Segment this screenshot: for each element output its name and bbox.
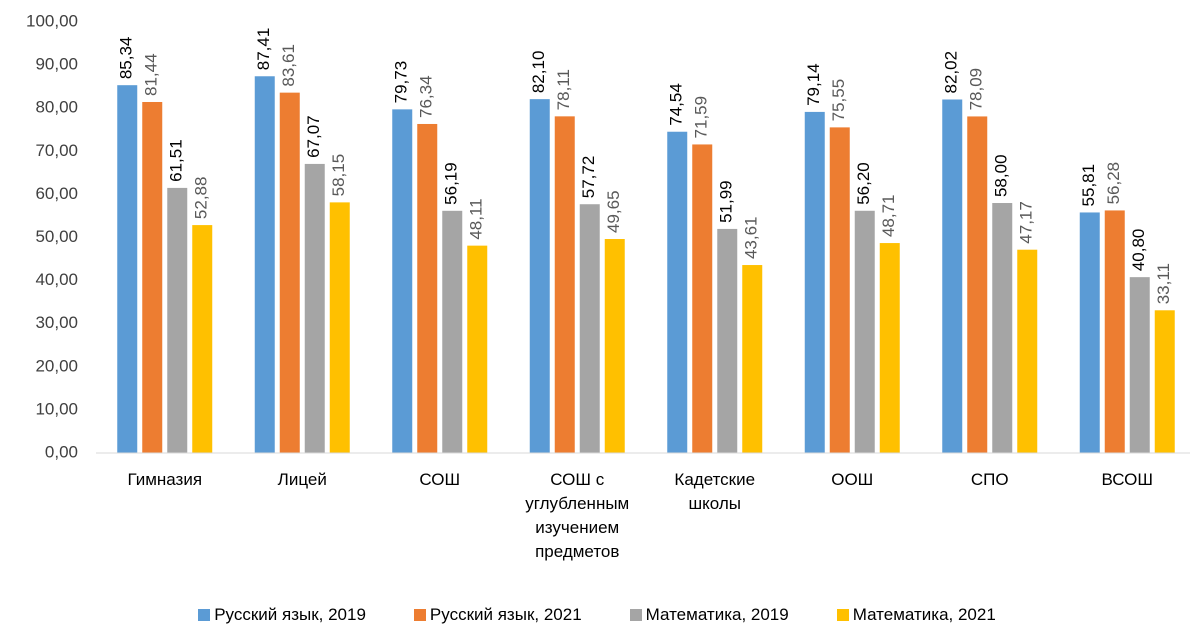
data-label: 78,09 [967, 68, 986, 111]
bar [992, 203, 1013, 453]
bar [692, 144, 713, 454]
y-tick-label: 0,00 [45, 442, 78, 461]
y-tick-label: 20,00 [35, 356, 78, 375]
data-label: 85,34 [117, 37, 136, 80]
data-label: 55,81 [1079, 164, 1098, 207]
legend-label: Русский язык, 2021 [429, 605, 582, 624]
bar [1129, 277, 1150, 453]
data-label: 56,28 [1104, 162, 1123, 205]
data-label: 40,80 [1129, 229, 1148, 272]
y-tick-label: 10,00 [35, 399, 78, 418]
data-label: 56,19 [442, 162, 461, 205]
data-label: 81,44 [142, 53, 161, 96]
data-label: 57,72 [579, 156, 598, 199]
data-label: 82,10 [529, 51, 548, 94]
bar [717, 228, 738, 453]
bar [192, 225, 213, 453]
data-label: 48,71 [879, 195, 898, 238]
legend-swatch [836, 609, 849, 621]
data-label: 61,51 [167, 139, 186, 182]
x-tick-label: Гимназия [127, 470, 203, 489]
legend-swatch [629, 609, 642, 621]
bar [1079, 212, 1100, 453]
data-label: 56,20 [854, 162, 873, 205]
bar [1154, 310, 1175, 453]
x-tick-label: СОШ с углубленным изучением предметов [525, 470, 630, 561]
bar [854, 210, 875, 453]
legend: Русский язык, 2019 Русский язык, 2021 Мате… [0, 605, 1194, 625]
y-tick-label: 40,00 [35, 270, 78, 289]
bar [467, 245, 488, 453]
data-label: 87,41 [254, 28, 273, 71]
bar [329, 202, 350, 453]
bar [167, 187, 188, 453]
data-label: 51,99 [717, 180, 736, 223]
data-label: 79,73 [392, 61, 411, 104]
legend-item: Русский язык, 2021 [413, 605, 582, 625]
bar [117, 85, 138, 453]
y-tick-label: 70,00 [35, 141, 78, 160]
legend-label: Математика, 2019 [645, 605, 789, 624]
x-tick-label: СОШ [419, 470, 461, 489]
data-label: 79,14 [804, 63, 823, 106]
bar [942, 99, 963, 453]
data-label: 78,11 [554, 69, 573, 110]
x-tick-label: Лицей [277, 470, 327, 489]
y-tick-label: 50,00 [35, 227, 78, 246]
bar [529, 99, 550, 454]
bar [742, 265, 763, 453]
bar [279, 92, 300, 453]
bar [829, 127, 850, 453]
bar [304, 163, 325, 454]
data-label: 74,54 [667, 83, 686, 126]
legend-label: Математика, 2021 [852, 605, 996, 624]
y-tick-label: 100,00 [26, 11, 78, 30]
bar [579, 204, 600, 453]
bar [879, 243, 900, 453]
data-label: 67,07 [304, 115, 323, 158]
bar [667, 131, 688, 453]
data-label: 33,11 [1154, 263, 1173, 304]
data-label: 71,59 [692, 96, 711, 139]
legend-swatch [413, 609, 426, 621]
data-label: 47,17 [1017, 201, 1036, 244]
bar [142, 101, 163, 454]
y-tick-label: 80,00 [35, 98, 78, 117]
bar [392, 109, 413, 453]
data-label: 83,61 [279, 44, 298, 87]
data-label: 75,55 [829, 79, 848, 122]
data-label: 82,02 [942, 51, 961, 94]
chart: 0,00 10,00 20,00 30,00 40,00 50,00 60,00 70,00 8… [26, 11, 1190, 461]
bar [967, 116, 988, 453]
data-label: 76,34 [417, 75, 436, 118]
data-label: 58,15 [329, 154, 348, 197]
bar [554, 116, 575, 454]
bar [442, 210, 463, 453]
bar [804, 111, 825, 453]
legend-swatch [198, 609, 211, 621]
bar [604, 239, 625, 453]
bar [417, 123, 438, 453]
x-tick-label: СПО [970, 470, 1009, 489]
legend-item: Математика, 2019 [629, 605, 789, 625]
legend-item: Русский язык, 2019 [198, 605, 366, 625]
x-tick-label: ВСОШ [1101, 470, 1153, 489]
data-label: 49,65 [604, 190, 623, 233]
data-label: 48,11 [467, 198, 486, 239]
x-tick-label: ООШ [831, 470, 874, 489]
data-label: 43,61 [742, 216, 761, 259]
data-label: 52,88 [192, 177, 211, 220]
legend-label: Русский язык, 2019 [214, 605, 366, 624]
x-tick-label: Кадетские школы [674, 470, 756, 513]
y-tick-label: 30,00 [35, 313, 78, 332]
y-tick-label: 60,00 [35, 184, 78, 203]
bar [1104, 210, 1125, 453]
legend-item: Математика, 2021 [836, 605, 996, 625]
data-label: 58,00 [992, 154, 1011, 197]
bar [254, 76, 275, 453]
bar [1017, 249, 1038, 453]
y-tick-label: 90,00 [35, 55, 78, 74]
